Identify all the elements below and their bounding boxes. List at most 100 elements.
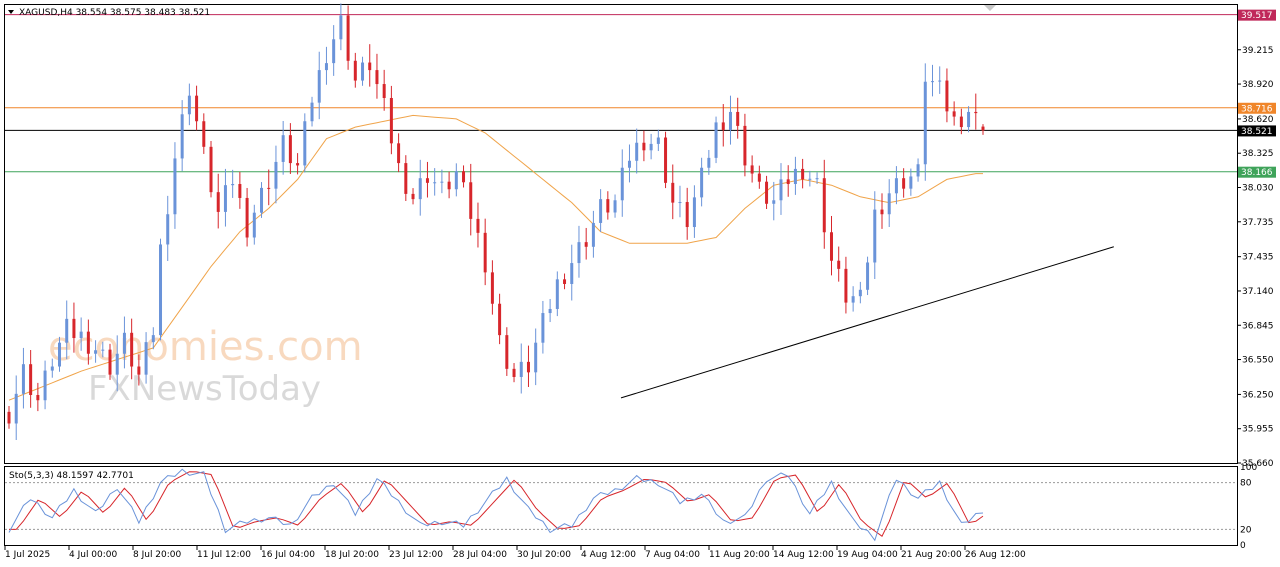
- candle-body: [108, 349, 112, 375]
- candle-body: [541, 313, 545, 343]
- candle-body: [86, 331, 90, 354]
- time-tick-label: 26 Aug 12:00: [965, 550, 1026, 560]
- candle-body: [361, 62, 365, 81]
- candle-body: [72, 318, 76, 339]
- candle-body: [649, 143, 653, 151]
- menu-triangle-icon[interactable]: [8, 10, 14, 14]
- time-tick-label: 4 Jul 00:00: [69, 550, 118, 560]
- time-tick-label: 30 Jul 20:00: [517, 550, 571, 560]
- candle-body: [627, 160, 631, 168]
- price-tick-label: 38.620: [1242, 115, 1274, 125]
- candle-body: [880, 209, 884, 215]
- time-tick-label: 18 Jul 20:00: [325, 550, 379, 560]
- candle-body: [801, 168, 805, 180]
- time-tick-label: 7 Aug 04:00: [645, 550, 700, 560]
- candle-body: [707, 157, 711, 168]
- candle-body: [469, 182, 473, 219]
- candle-body: [418, 178, 422, 200]
- candle-body: [339, 15, 343, 40]
- candle-body: [382, 84, 386, 98]
- osc-tick-label: 20: [1240, 525, 1252, 535]
- candle-body: [79, 331, 83, 339]
- candle-body: [274, 161, 278, 189]
- candle-body: [375, 70, 379, 85]
- time-tick-label: 19 Aug 04:00: [837, 550, 898, 560]
- candle-body: [822, 178, 826, 233]
- candle-body: [750, 165, 754, 174]
- candle-body: [728, 111, 732, 130]
- candle-body: [793, 168, 797, 185]
- price-tick-label: 36.250: [1242, 390, 1274, 400]
- price-tick-label: 39.215: [1242, 46, 1274, 56]
- time-tick-label: 16 Jul 04:00: [261, 550, 315, 560]
- candle-body: [447, 181, 451, 190]
- symbol-ohlc-label: XAGUSD,H4 38.554 38.575 38.483 38.521: [19, 8, 210, 18]
- price-tick-label: 36.845: [1242, 321, 1274, 331]
- resistance-badge: [1238, 9, 1276, 21]
- candle-body: [58, 342, 62, 367]
- candle-body: [36, 394, 40, 401]
- candle-body: [303, 121, 307, 166]
- candle-body: [591, 222, 595, 247]
- price-tick-label: 37.435: [1242, 253, 1274, 263]
- candle-body: [252, 212, 256, 238]
- scroll-marker-icon[interactable]: [984, 5, 996, 11]
- candle-body: [584, 242, 588, 247]
- candle-body: [700, 167, 704, 198]
- candle-body: [231, 184, 235, 186]
- price-tick-label: 38.030: [1242, 184, 1274, 194]
- candle-body: [779, 179, 783, 201]
- sto-main-line: [8, 468, 984, 542]
- oscillator-label: Sto(5,3,3) 48.1597 42.7701: [9, 471, 134, 481]
- candle-body: [938, 80, 942, 82]
- time-tick-label: 1 Jul 2025: [5, 550, 50, 560]
- candle-body: [7, 411, 11, 424]
- candle-body: [577, 242, 581, 264]
- current-price-value: 38.521: [1241, 127, 1273, 137]
- candle-body: [829, 232, 833, 261]
- osc-tick-label: 0: [1240, 541, 1246, 551]
- candle-body: [238, 184, 242, 198]
- candle-body: [837, 260, 841, 269]
- candle-body: [332, 39, 336, 64]
- osc-tick-label: 100: [1240, 463, 1257, 473]
- candle-body: [974, 111, 978, 114]
- candle-body: [296, 163, 300, 166]
- candle-body: [635, 142, 639, 161]
- orange-level-badge: [1238, 102, 1276, 114]
- candle-body: [29, 364, 33, 395]
- candle-body: [310, 102, 314, 122]
- candle-body: [462, 171, 466, 183]
- candle-body: [808, 178, 812, 180]
- candle-body: [440, 181, 444, 183]
- time-tick-label: 21 Aug 20:00: [901, 550, 962, 560]
- candle-body: [786, 179, 790, 185]
- candle-body: [65, 318, 69, 343]
- time-tick-label: 23 Jul 12:00: [389, 550, 443, 560]
- resistance-value: 39.517: [1241, 11, 1273, 21]
- candle-body: [757, 173, 761, 182]
- time-tick-label: 28 Jul 04:00: [453, 550, 507, 560]
- time-axis: 1 Jul 2025 4 Jul 00:00 8 Jul 20:00 11 Jul 1…: [4, 546, 1026, 560]
- candle-body: [923, 81, 927, 165]
- candle-body: [425, 178, 429, 183]
- candle-body: [512, 368, 516, 377]
- candle-body: [815, 178, 819, 180]
- price-axis: 39.215 38.920 38.620 38.325 38.030 37.735 37.4…: [1237, 46, 1274, 469]
- candle-body: [678, 202, 682, 204]
- ma-line: [8, 114, 983, 401]
- candle-body: [173, 158, 177, 215]
- candle-body: [151, 335, 155, 343]
- candle-body: [664, 137, 668, 183]
- candle-body: [736, 111, 740, 126]
- candle-body: [916, 164, 920, 177]
- candle-body: [209, 146, 213, 193]
- candle-body: [599, 199, 603, 223]
- candle-body: [101, 349, 105, 351]
- candle-body: [267, 187, 271, 189]
- candle-body: [967, 111, 971, 128]
- candle-body: [743, 125, 747, 166]
- candle-body: [144, 342, 148, 375]
- time-tick-label: 4 Aug 12:00: [581, 550, 636, 560]
- candle-body: [526, 361, 530, 373]
